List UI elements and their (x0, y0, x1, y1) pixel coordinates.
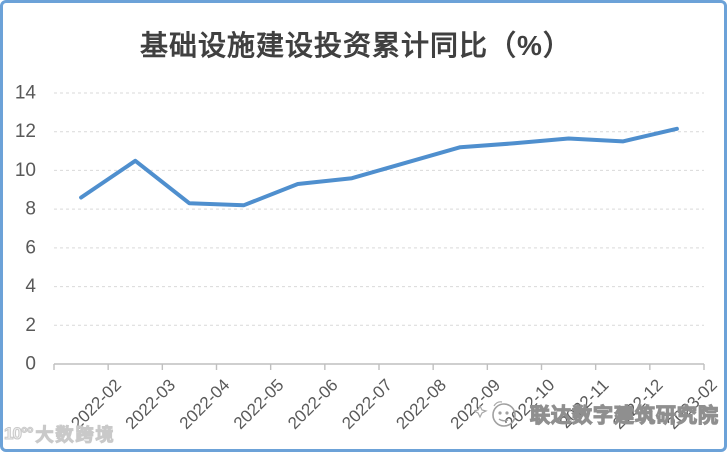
y-axis-tick-label: 12 (15, 121, 36, 142)
x-axis-tick-label: 2022-07 (338, 375, 396, 433)
x-axis-tick-label: 2022-11 (556, 375, 613, 432)
y-axis-tick-label: 14 (15, 83, 37, 104)
y-axis-tick-label: 0 (25, 354, 36, 375)
x-axis-tick-label: 2022-06 (284, 375, 342, 433)
chart-title: 基础设施建设投资累计同比（%） (140, 30, 572, 61)
x-axis-tick-label: 2022-09 (447, 375, 505, 433)
x-axis-tick-label: 2022-05 (230, 375, 288, 433)
y-axis-tick-label: 6 (25, 237, 36, 258)
data-line-series (79, 126, 679, 208)
y-axis-tick-label: 10 (15, 160, 36, 181)
x-axis-tick-label: 2023-02 (663, 375, 721, 433)
y-axis-tick-label: 4 (25, 276, 36, 297)
x-axis-tick-label: 2022-04 (176, 375, 234, 433)
x-axis-tick-label: 2022-12 (609, 375, 667, 433)
x-axis-tick-label: 2022-02 (67, 375, 125, 433)
x-axis-tick-label: 2022-10 (501, 375, 559, 433)
y-axis-tick-label: 2 (25, 315, 36, 336)
x-axis-tick-label: 2022-08 (392, 375, 450, 433)
y-axis-tick-label: 8 (25, 199, 36, 220)
x-axis-tick-label: 2022-03 (122, 375, 180, 433)
